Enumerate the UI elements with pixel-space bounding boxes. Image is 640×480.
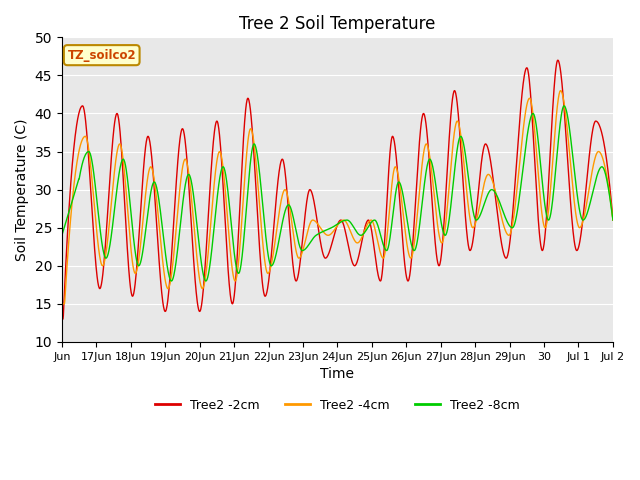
Tree2 -4cm bbox=[323, 232, 331, 238]
Tree2 -8cm bbox=[609, 217, 617, 223]
Tree2 -4cm bbox=[609, 217, 617, 223]
Tree2 -8cm bbox=[144, 208, 152, 214]
Tree2 -2cm bbox=[609, 217, 617, 223]
Tree2 -4cm bbox=[548, 168, 556, 174]
Tree2 -8cm bbox=[560, 103, 568, 109]
Tree2 -8cm bbox=[58, 232, 66, 238]
Tree2 -8cm bbox=[468, 199, 476, 204]
Tree2 -4cm bbox=[144, 172, 152, 178]
Title: Tree 2 Soil Temperature: Tree 2 Soil Temperature bbox=[239, 15, 436, 33]
Line: Tree2 -8cm: Tree2 -8cm bbox=[62, 106, 613, 281]
Tree2 -2cm bbox=[554, 57, 562, 63]
Tree2 -2cm bbox=[548, 120, 556, 125]
Tree2 -8cm bbox=[603, 175, 611, 181]
Legend: Tree2 -2cm, Tree2 -4cm, Tree2 -8cm: Tree2 -2cm, Tree2 -4cm, Tree2 -8cm bbox=[150, 394, 524, 417]
Tree2 -8cm bbox=[323, 227, 331, 232]
Tree2 -4cm bbox=[602, 169, 610, 175]
Tree2 -2cm bbox=[467, 246, 475, 252]
Tree2 -2cm bbox=[602, 154, 610, 159]
Tree2 -8cm bbox=[548, 201, 556, 206]
Tree2 -4cm bbox=[467, 222, 475, 228]
Tree2 -2cm bbox=[323, 254, 331, 260]
Tree2 -8cm bbox=[313, 232, 321, 238]
Tree2 -2cm bbox=[312, 213, 320, 219]
Y-axis label: Soil Temperature (C): Soil Temperature (C) bbox=[15, 119, 29, 261]
Line: Tree2 -4cm: Tree2 -4cm bbox=[62, 91, 613, 304]
Tree2 -4cm bbox=[58, 301, 66, 307]
Tree2 -2cm bbox=[144, 133, 152, 139]
Text: TZ_soilco2: TZ_soilco2 bbox=[67, 48, 136, 61]
X-axis label: Time: Time bbox=[321, 367, 355, 381]
Tree2 -2cm bbox=[58, 316, 66, 322]
Tree2 -8cm bbox=[202, 278, 210, 284]
Line: Tree2 -2cm: Tree2 -2cm bbox=[62, 60, 613, 319]
Tree2 -4cm bbox=[557, 88, 564, 94]
Tree2 -4cm bbox=[312, 219, 320, 225]
